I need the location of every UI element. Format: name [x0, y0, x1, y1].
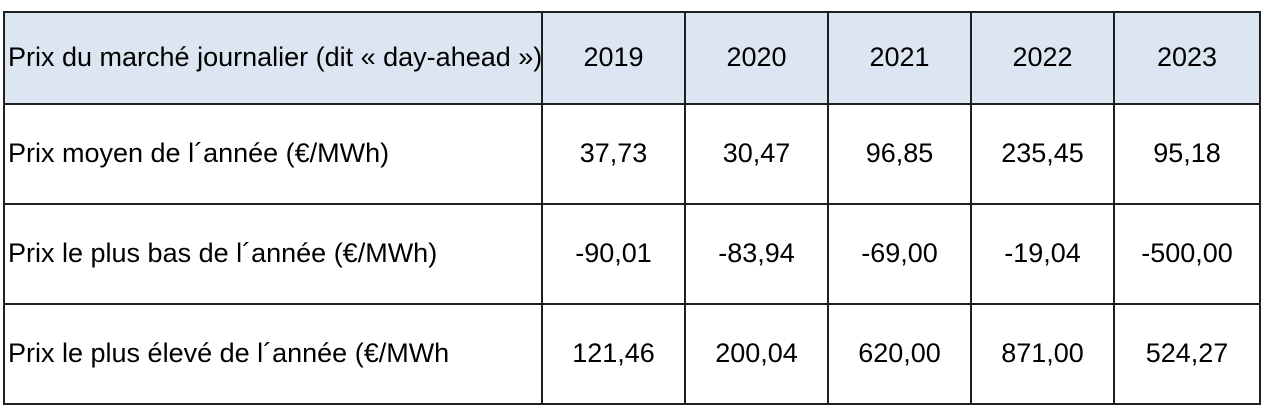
year-header-2019: 2019	[541, 11, 686, 105]
value-average-2023: 95,18	[1113, 103, 1261, 205]
year-header-2021: 2021	[827, 11, 972, 105]
table-header-row: Prix du marché journalier (dit « day-ahe…	[3, 11, 1261, 105]
table-row-average-price: Prix moyen de l´année (€/MWh) 37,73 30,4…	[3, 103, 1261, 205]
table-title-cell: Prix du marché journalier (dit « day-ahe…	[3, 11, 543, 105]
value-average-2020: 30,47	[684, 103, 829, 205]
year-header-2023: 2023	[1113, 11, 1261, 105]
value-average-2021: 96,85	[827, 103, 972, 205]
table-row-highest-price: Prix le plus élevé de l´année (€/MWh 121…	[3, 303, 1261, 405]
value-average-2022: 235,45	[970, 103, 1115, 205]
value-highest-2019: 121,46	[541, 303, 686, 405]
row-label-highest-price: Prix le plus élevé de l´année (€/MWh	[3, 303, 543, 405]
value-highest-2022: 871,00	[970, 303, 1115, 405]
value-lowest-2019: -90,01	[541, 203, 686, 305]
value-average-2019: 37,73	[541, 103, 686, 205]
year-header-2022: 2022	[970, 11, 1115, 105]
value-lowest-2022: -19,04	[970, 203, 1115, 305]
day-ahead-price-table: Prix du marché journalier (dit « day-ahe…	[3, 11, 1261, 405]
value-lowest-2020: -83,94	[684, 203, 829, 305]
value-highest-2021: 620,00	[827, 303, 972, 405]
value-highest-2020: 200,04	[684, 303, 829, 405]
row-label-average-price: Prix moyen de l´année (€/MWh)	[3, 103, 543, 205]
year-header-2020: 2020	[684, 11, 829, 105]
value-lowest-2021: -69,00	[827, 203, 972, 305]
table-row-lowest-price: Prix le plus bas de l´année (€/MWh) -90,…	[3, 203, 1261, 305]
row-label-lowest-price: Prix le plus bas de l´année (€/MWh)	[3, 203, 543, 305]
value-lowest-2023: -500,00	[1113, 203, 1261, 305]
value-highest-2023: 524,27	[1113, 303, 1261, 405]
